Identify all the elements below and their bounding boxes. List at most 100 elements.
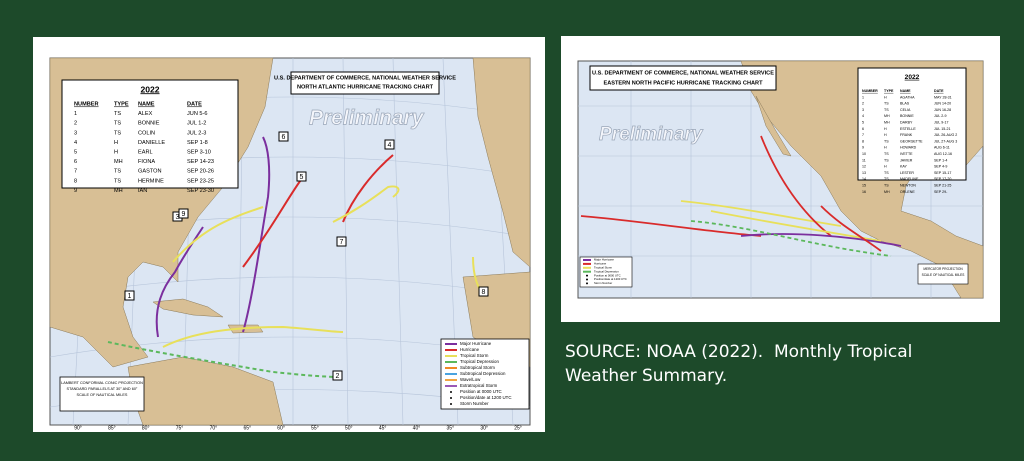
table-cell: 7 [862,133,864,137]
projection-note: LAMBERT CONFORMAL CONIC PROJECTION STANDA… [59,376,145,412]
longitude-label: 90° [74,425,82,431]
legend-label: Hurricane [460,347,480,352]
legend-label: Subtropical Depression [460,371,506,376]
table-cell: SEP 23-30 [187,188,214,194]
table-cell: TS [114,111,121,117]
table-cell: TS [884,102,889,106]
longitude-label: 75° [176,425,184,431]
table-cell: SEP 1-4 [934,158,947,162]
watermark: Preliminary [309,107,425,130]
longitude-label: 30° [480,425,488,431]
legend-label: Storm Number [460,401,489,406]
table-cell: H [884,133,887,137]
table-cell: SEP 15-17 [934,171,951,175]
storm-table: 2022 NUMBER TYPE NAME DATE 1 TS ALEX JUN 5-6 2 TS B… [61,79,239,194]
legend-label: Hurricane [594,262,607,266]
table-cell: DANIELLE [138,140,165,146]
table-header: NUMBER [74,101,99,107]
table-cell: BONNIE [900,114,914,118]
table-cell: TS [884,177,889,181]
legend-label: Subtropical Storm [460,365,495,370]
legend-symbol [586,282,588,285]
table-header: NUMBER [862,89,878,93]
table-cell: 14 [862,177,866,181]
table-cell: HOWARD [900,146,917,150]
caption-line: SOURCE: NOAA (2022). Monthly Tropical [565,342,913,362]
table-cell: MADELINE [900,177,919,181]
table-cell: H [884,127,887,131]
legend-label: Storm Number [594,281,612,285]
table-header: TYPE [884,89,894,93]
table-cell: KAY [900,165,908,169]
table-cell: 1 [862,95,864,99]
legend-label: Extratropical Storm [460,383,498,388]
table-cell: H [884,146,887,150]
table-cell: 6 [862,127,864,131]
table-cell: AUG 12-16 [934,152,952,156]
header-line: U.S. DEPARTMENT OF COMMERCE, NATIONAL WE… [592,70,774,76]
header-line: EASTERN NORTH PACIFIC HURRICANE TRACKING… [603,80,763,86]
table-cell: H [884,165,887,169]
header-line: NORTH ATLANTIC HURRICANE TRACKING CHART [297,84,434,90]
table-cell: 8 [74,178,77,184]
table-cell: H [884,95,887,99]
table-cell: DARBY [900,120,913,124]
header-line: U.S. DEPARTMENT OF COMMERCE, NATIONAL WE… [274,75,456,81]
projection-line: STANDARD PARALLELS AT 30° AND 60° [67,387,138,391]
table-cell: JUL 26-AUG 2 [934,133,957,137]
table-cell: 3 [74,130,77,136]
legend-symbol [586,274,588,277]
table-cell: H [114,149,118,155]
legend-label: Wave/Low [460,377,481,382]
table-cell: TS [884,171,889,175]
storm-number-markers: 1 2 3 4 5 6 7 8 9 [124,131,489,381]
table-cell: SEP 14-23 [187,159,214,165]
table-cell: 4 [74,140,77,146]
table-cell: MH [884,190,890,194]
table-cell: IVETTE [900,152,913,156]
table-cell: TS [114,130,121,136]
table-cell: 3 [862,108,864,112]
table-cell: TS [114,169,121,175]
table-cell: MH [884,114,890,118]
longitude-label: 85° [108,425,116,431]
table-cell: GASTON [138,169,162,175]
table-cell: TS [884,183,889,187]
projection-line: SCALE OF NAUTICAL MILES [922,273,965,277]
table-cell: JUL 27-AUG 3 [934,139,957,143]
storm-number: 9 [182,211,186,218]
table-cell: 13 [862,171,866,175]
table-cell: 8 [862,139,864,143]
longitude-label: 40° [413,425,421,431]
table-cell: 15 [862,183,866,187]
legend-label: Position/date at 1200 UTC [460,395,512,400]
legend-label: Major Hurricane [594,258,614,262]
table-cell: AGATHA [900,95,915,99]
longitude-label: 55° [311,425,319,431]
table-cell: JUN 5-6 [187,111,208,117]
legend-symbol [450,391,452,393]
table-cell: 2 [74,121,77,127]
table-cell: JUL 2-9 [934,114,946,118]
longitude-label: 35° [447,425,455,431]
table-cell: HERMINE [138,178,164,184]
table-header: DATE [187,101,202,107]
table-cell: TS [884,139,889,143]
table-cell: JUN 14-20 [934,102,951,106]
table-cell: 1 [74,111,77,117]
table-cell: 5 [862,120,864,124]
table-cell: ESTELLE [900,127,916,131]
table-cell: TS [114,121,121,127]
table-year: 2022 [140,84,159,94]
storm-number: 2 [336,373,340,380]
table-cell: CELIA [900,108,911,112]
table-cell: MH [114,188,123,194]
legend-label: Tropical Storm [460,353,489,358]
table-cell: 6 [74,159,77,165]
legend-label: Tropical Depression [460,359,499,364]
storm-number: 1 [128,293,132,300]
table-cell: 9 [862,146,864,150]
table-cell: SEP 21-25 [934,183,951,187]
